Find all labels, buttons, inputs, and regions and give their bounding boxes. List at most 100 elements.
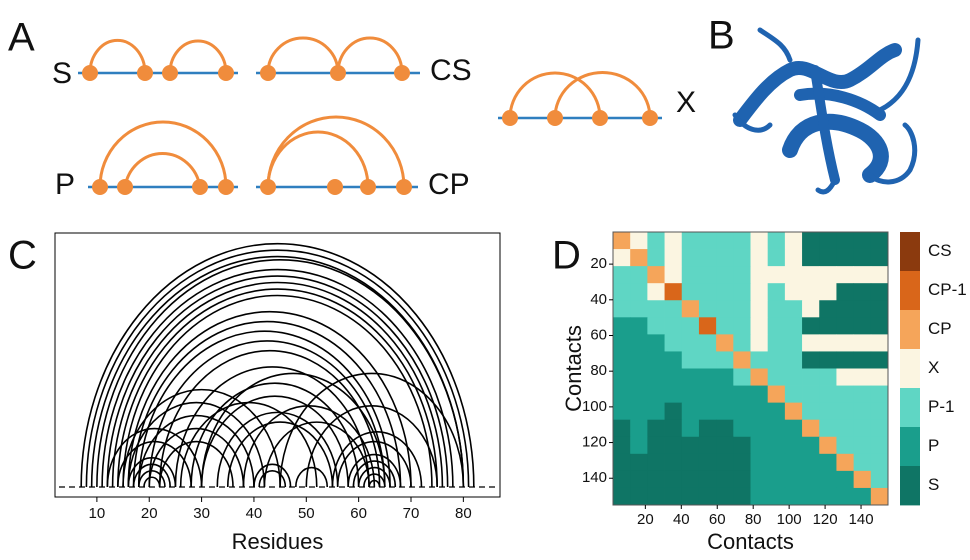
heatmap-cell (870, 334, 889, 352)
heatmap-cell (664, 487, 683, 506)
heatmap-cell (750, 300, 769, 318)
heatmap-cell (716, 334, 734, 352)
heatmap-cell (853, 436, 872, 455)
heatmap-cell (733, 266, 751, 284)
x-tick-label: 40 (246, 505, 263, 522)
x-tick-label: 10 (89, 505, 106, 522)
heatmap-cell (750, 436, 769, 455)
heatmap-cell (802, 385, 820, 404)
heatmap-cell (647, 436, 665, 455)
heatmap-cell (767, 334, 786, 352)
heatmap-cell (767, 283, 786, 301)
heatmap-cell (870, 266, 889, 284)
heatmap-cell (870, 453, 889, 472)
heatmap-cell (681, 351, 700, 369)
heatmap-cell (613, 317, 631, 335)
motif-label: X (676, 86, 696, 119)
heatmap-cell (870, 419, 889, 438)
legend-swatch (900, 232, 920, 272)
heatmap-cell (630, 300, 648, 318)
heatmap-cell (733, 470, 751, 489)
heatmap-cell (733, 232, 751, 250)
heatmap-cell (802, 351, 820, 369)
heatmap-cell (698, 334, 717, 352)
x-tick-label: 50 (298, 505, 315, 522)
x-tick-label: 140 (849, 511, 874, 528)
heatmap-cell (853, 368, 872, 386)
heatmap-cell (802, 334, 820, 352)
contact-arc (122, 388, 281, 488)
heatmap-cell (716, 487, 734, 506)
heatmap-cell (870, 470, 889, 489)
heatmap-cell (698, 266, 717, 284)
heatmap-cell (750, 266, 769, 284)
x-tick-label: 20 (637, 511, 654, 528)
heatmap-cell (784, 487, 803, 506)
heatmap-cell (613, 334, 631, 352)
heatmap-cell (853, 470, 872, 489)
heatmap-cell (853, 300, 872, 318)
heatmap-cell (853, 266, 872, 284)
x-axis-label: Contacts (707, 529, 794, 554)
heatmap-cell (630, 436, 648, 455)
heatmap-cell (802, 453, 820, 472)
heatmap-cell (613, 402, 631, 421)
contact-arc (226, 421, 334, 488)
legend-swatch (900, 427, 920, 467)
contact-arc (174, 366, 370, 488)
x-tick-label: 60 (350, 505, 367, 522)
motif-label: S (52, 57, 72, 90)
heatmap-cell (836, 232, 855, 250)
heatmap-cell (853, 317, 872, 335)
legend-label: P-1 (928, 397, 954, 416)
heatmap-cell (733, 402, 751, 421)
heatmap-cell (819, 334, 837, 352)
heatmap-cell (664, 317, 683, 335)
heatmap-cell (613, 368, 631, 386)
heatmap-cell (664, 470, 683, 489)
heatmap-cell (819, 351, 837, 369)
heatmap-cell (767, 368, 786, 386)
heatmap-cell (647, 351, 665, 369)
heatmap-cell (630, 334, 648, 352)
heatmap-cell (784, 402, 803, 421)
heatmap-cell (698, 470, 717, 489)
protein-structure (732, 27, 921, 195)
heatmap-cell (750, 487, 769, 506)
heatmap-cell (647, 249, 665, 267)
heatmap-cell (647, 487, 665, 506)
contact-arc (347, 453, 402, 488)
heatmap-cell (836, 351, 855, 369)
heatmap-cell (630, 368, 648, 386)
contact-arc (331, 431, 423, 488)
contact-arc (263, 421, 370, 488)
heatmap-cell (802, 487, 820, 506)
heatmap-cell (819, 300, 837, 318)
heatmap-cell (853, 487, 872, 506)
heatmap-cell (802, 266, 820, 284)
heatmap-cell (698, 436, 717, 455)
heatmap-cell (613, 487, 631, 506)
heatmap-cell (870, 317, 889, 335)
heatmap-cell (870, 283, 889, 301)
heatmap-cell (767, 470, 786, 489)
heatmap-cell (681, 334, 700, 352)
heatmap-cell (836, 436, 855, 455)
heatmap-cell (698, 249, 717, 267)
contact-arc (143, 476, 161, 488)
contact-arc (200, 372, 386, 488)
heatmap-cell (681, 453, 700, 472)
x-axis-label: Residues (232, 529, 324, 554)
heatmap-cell (664, 283, 683, 301)
heatmap-cell (681, 317, 700, 335)
heatmap-cell (853, 334, 872, 352)
contact-arc (127, 310, 412, 488)
heatmap-cell (681, 368, 700, 386)
heatmap-cell (681, 436, 700, 455)
x-tick-label: 80 (455, 505, 472, 522)
legend-label: X (928, 358, 939, 377)
panel-label: B (708, 14, 735, 58)
plot-frame (612, 231, 889, 506)
heatmap-cell (784, 368, 803, 386)
contact-arc (216, 411, 339, 488)
